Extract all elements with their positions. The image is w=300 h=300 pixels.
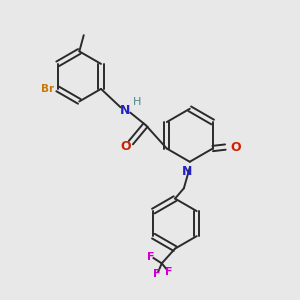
Text: O: O — [230, 141, 241, 154]
Text: F: F — [147, 252, 154, 262]
Text: H: H — [133, 97, 142, 107]
Text: N: N — [120, 104, 130, 117]
Text: N: N — [182, 165, 193, 178]
Text: F: F — [153, 269, 160, 279]
Text: F: F — [165, 267, 173, 277]
Text: O: O — [120, 140, 131, 153]
Text: Br: Br — [41, 84, 54, 94]
